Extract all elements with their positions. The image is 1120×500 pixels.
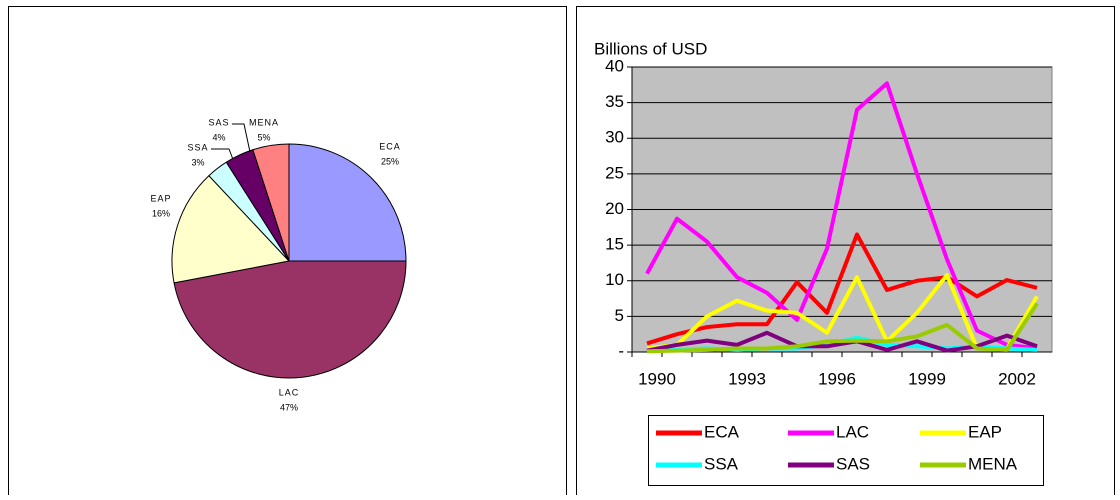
legend-label: EAP	[968, 422, 1002, 441]
series-line	[646, 273, 1039, 351]
series-line	[646, 232, 1038, 346]
slice-label: 16%	[152, 208, 170, 218]
pie-slice	[288, 143, 407, 262]
x-tick-label: 1999	[908, 369, 946, 388]
pie-slice	[252, 143, 290, 262]
slice-name: SSA	[187, 142, 208, 152]
slice-label: 4%	[212, 132, 225, 142]
x-tick-label: 1996	[818, 369, 856, 388]
slice-name: ECA	[379, 141, 401, 151]
y-tick-label: 35	[605, 92, 624, 111]
y-tick-label: 25	[605, 163, 624, 182]
legend-label: MENA	[968, 454, 1018, 473]
series-line	[645, 81, 1038, 351]
slice-name: SAS	[208, 117, 229, 127]
y-tick-label: 5	[615, 306, 624, 325]
pie-slice	[173, 260, 407, 379]
slice-label: 3%	[191, 157, 204, 167]
legend-box	[648, 415, 1044, 486]
slice-label: 25%	[381, 156, 399, 166]
pie-slice	[171, 175, 290, 284]
slice-label: 5%	[257, 132, 270, 142]
legend-label: SSA	[704, 454, 739, 473]
leader-line	[211, 148, 235, 163]
y-tick-label: 10	[605, 270, 624, 289]
slice-name: MENA	[249, 117, 279, 127]
y-tick-label: 40	[605, 56, 624, 75]
leader-line	[232, 123, 251, 153]
y-tick-label: 15	[605, 235, 624, 254]
slice-name: EAP	[150, 193, 171, 203]
x-tick-label: 1993	[728, 369, 766, 388]
legend-label: ECA	[704, 422, 740, 441]
legend-label: SAS	[836, 454, 870, 473]
legend-label: LAC	[836, 422, 869, 441]
y-tick-label: 30	[605, 128, 624, 147]
y-tick-label: -	[618, 341, 624, 360]
slice-name: LAC	[279, 387, 300, 397]
series-line	[646, 302, 1039, 354]
y-tick-label: 20	[605, 199, 624, 218]
x-tick-label: 1990	[638, 369, 676, 388]
x-tick-label: 2002	[998, 369, 1036, 388]
slice-label: 47%	[280, 402, 298, 412]
y-axis-title: Billions of USD	[594, 39, 707, 58]
